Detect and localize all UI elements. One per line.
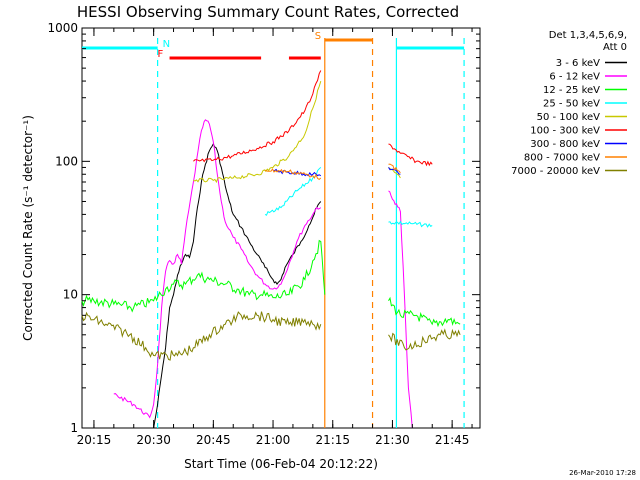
series-line-2 [81,239,461,328]
legend: Det 1,3,4,5,6,9,Att 03 - 6 keV 6 - 12 keV… [511,30,627,177]
y-tick-label: 1000 [47,21,78,35]
legend-entry-label: 7000 - 20000 keV [511,166,600,177]
flag-label-n: N [163,39,170,50]
flag-bars: NF S [82,31,465,60]
legend-entry-label: 25 - 50 keV [543,99,600,110]
flag-label-f: F [158,49,164,60]
x-tick-label: 21:15 [315,433,350,447]
legend-entry-label: 100 - 300 keV [530,126,600,137]
y-tick-label: 1 [70,421,78,435]
y-axis: 1 10 100 1000 [47,21,480,435]
legend-entry-label: 3 - 6 keV [556,58,600,69]
legend-entry-label: 6 - 12 keV [549,72,600,83]
series-line-6 [273,167,460,182]
x-tick-label: 20:15 [77,433,112,447]
chart-title: HESSI Observing Summary Count Rates, Cor… [77,3,459,21]
legend-entry-label: 50 - 100 keV [537,112,601,123]
series-line-1 [114,120,460,428]
x-tick-label: 21:00 [256,433,291,447]
y-tick-label: 10 [63,288,78,302]
series-lines [81,71,461,429]
plot-area [81,27,481,429]
timestamp: 26-Mar-2010 17:28 [569,469,636,477]
x-tick-label: 21:45 [435,433,470,447]
legend-entry-label: 800 - 7000 keV [524,153,600,164]
legend-entry-label: 12 - 25 keV [543,85,600,96]
legend-entry-label: 300 - 800 keV [530,139,600,150]
x-axis-label: Start Time (06-Feb-04 20:12:22) [184,457,378,471]
y-tick-label: 100 [55,154,78,168]
x-tick-label: 20:45 [196,433,231,447]
x-tick-label: 20:30 [136,433,171,447]
vertical-markers [157,38,465,428]
series-line-7 [265,164,460,180]
series-line-5 [193,71,460,167]
x-tick-label: 21:30 [375,433,410,447]
series-line-8 [81,311,461,361]
x-axis: 20:15 20:30 20:45 21:00 21:15 21:30 21:45 [77,28,473,447]
legend-title-line: Det 1,3,4,5,6,9, [549,30,627,41]
series-line-4 [193,81,460,182]
y-axis-label: Corrected Count Rate (s⁻¹ detector⁻¹) [21,115,35,341]
plot-frame [81,27,481,429]
flag-label-s: S [315,31,321,42]
series-line-0 [153,142,322,429]
series-line-3 [265,167,460,227]
legend-title-line: Att 0 [603,42,627,53]
